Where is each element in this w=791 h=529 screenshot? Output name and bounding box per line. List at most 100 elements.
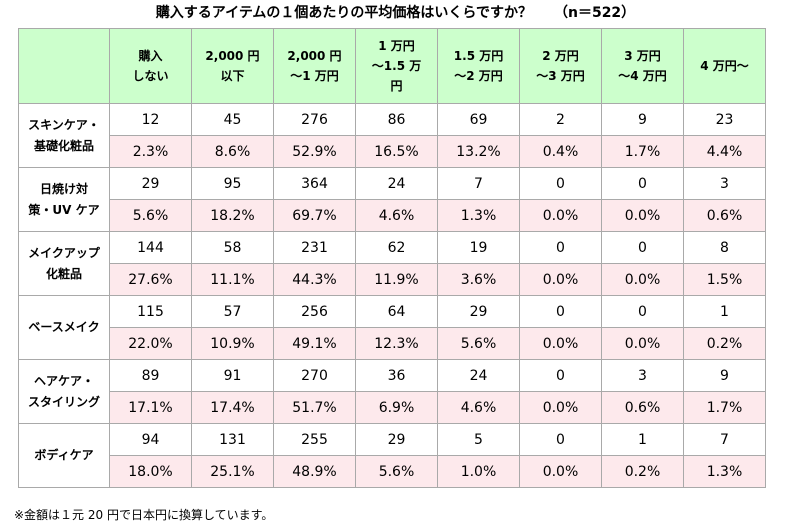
count-cell: 115	[109, 295, 192, 328]
count-cell: 0	[601, 167, 684, 200]
percent-cell: 3.6%	[437, 263, 520, 296]
count-cell: 144	[109, 231, 192, 264]
percent-cell: 0.0%	[601, 327, 684, 360]
label-line: ～2 万円	[454, 69, 503, 83]
count-cell: 7	[683, 423, 766, 456]
percent-cell: 0.0%	[519, 391, 602, 424]
label-line: ～1.5 万	[371, 59, 422, 73]
percent-cell: 0.2%	[683, 327, 766, 360]
count-cell: 9	[683, 359, 766, 392]
percent-cell: 2.3%	[109, 135, 192, 168]
count-cell: 5	[437, 423, 520, 456]
label-line: 日焼け対	[39, 181, 88, 196]
row-label: スキンケア・ 基礎化粧品	[18, 103, 110, 168]
label-line: しない	[132, 69, 169, 83]
label-line: スキンケア・	[28, 117, 100, 132]
percent-row: 18.0% 25.1% 48.9% 5.6% 1.0% 0.0% 0.2% 1.3%	[19, 455, 766, 488]
percent-cell: 51.7%	[273, 391, 356, 424]
chart-title: 購入するアイテムの１個あたりの平均価格はいくらですか？ （n＝522）	[0, 0, 791, 26]
count-cell: 131	[191, 423, 274, 456]
percent-row: 27.6% 11.1% 44.3% 11.9% 3.6% 0.0% 0.0% 1.5%	[19, 263, 766, 296]
count-cell: 9	[601, 103, 684, 136]
count-cell: 8	[683, 231, 766, 264]
count-cell: 86	[355, 103, 438, 136]
percent-row: 2.3% 8.6% 52.9% 16.5% 13.2% 0.4% 1.7% 4.4%	[19, 135, 766, 168]
column-header: 購入 しない	[109, 28, 192, 104]
title-text: 購入するアイテムの１個あたりの平均価格はいくらですか？	[155, 5, 532, 21]
percent-cell: 12.3%	[355, 327, 438, 360]
percent-cell: 5.6%	[109, 199, 192, 232]
percent-cell: 0.0%	[601, 199, 684, 232]
count-cell: 3	[601, 359, 684, 392]
count-cell: 0	[519, 359, 602, 392]
label-line: ボディケア	[34, 448, 94, 462]
percent-cell: 5.6%	[437, 327, 520, 360]
count-cell: 29	[109, 167, 192, 200]
table-body: スキンケア・ 基礎化粧品 12 45 276 86 69 2 9 23 2.3% 8.6% 52.9% 1…	[18, 103, 766, 488]
percent-cell: 69.7%	[273, 199, 356, 232]
column-header: 2,000 円 ～1 万円	[273, 28, 356, 104]
percent-cell: 1.7%	[601, 135, 684, 168]
column-header: 1 万円 ～1.5 万円	[355, 28, 438, 104]
label-line: 化粧品	[45, 266, 82, 281]
count-cell: 19	[437, 231, 520, 264]
count-cell: 58	[191, 231, 274, 264]
label-line: ～1 万円	[290, 69, 339, 83]
percent-cell: 1.3%	[683, 455, 766, 488]
count-cell: 64	[355, 295, 438, 328]
count-cell: 57	[191, 295, 274, 328]
count-cell: 29	[437, 295, 520, 328]
count-cell: 7	[437, 167, 520, 200]
corner-cell	[18, 28, 110, 104]
count-cell: 29	[355, 423, 438, 456]
percent-cell: 49.1%	[273, 327, 356, 360]
count-cell: 0	[601, 295, 684, 328]
count-cell: 276	[273, 103, 356, 136]
percent-cell: 11.1%	[191, 263, 274, 296]
column-header: 1.5 万円 ～2 万円	[437, 28, 520, 104]
label-line: 円	[390, 79, 403, 93]
count-cell: 2	[519, 103, 602, 136]
count-cell: 89	[109, 359, 192, 392]
percent-cell: 17.1%	[109, 391, 192, 424]
percent-cell: 1.5%	[683, 263, 766, 296]
label-line: ベースメイク	[28, 320, 100, 334]
count-cell: 0	[519, 231, 602, 264]
count-cell: 231	[273, 231, 356, 264]
percent-cell: 4.6%	[437, 391, 520, 424]
count-cell: 1	[683, 295, 766, 328]
count-cell: 270	[273, 359, 356, 392]
percent-cell: 0.0%	[519, 327, 602, 360]
percent-cell: 13.2%	[437, 135, 520, 168]
column-header: 2,000 円以下	[191, 28, 274, 104]
count-cell: 62	[355, 231, 438, 264]
percent-cell: 52.9%	[273, 135, 356, 168]
label-line: 購入	[138, 49, 163, 63]
label-line: 2,000 円	[205, 49, 260, 63]
label-line: ～4 万円	[618, 69, 667, 83]
percent-cell: 16.5%	[355, 135, 438, 168]
column-header: 2 万円 ～3 万円	[519, 28, 602, 104]
percent-cell: 0.0%	[519, 263, 602, 296]
column-header: 3 万円 ～4 万円	[601, 28, 684, 104]
label-line: 以下	[220, 69, 245, 83]
label-line: 1 万円	[378, 39, 415, 53]
label-line: 2,000 円	[287, 49, 342, 63]
percent-cell: 5.6%	[355, 455, 438, 488]
count-cell: 364	[273, 167, 356, 200]
count-row: 日焼け対 策・UV ケア 29 95 364 24 7 0 0 3	[18, 167, 766, 232]
count-row: メイクアップ 化粧品 144 58 231 62 19 0 0 8	[18, 231, 766, 296]
row-label: メイクアップ 化粧品	[18, 231, 110, 296]
count-cell: 23	[683, 103, 766, 136]
count-cell: 0	[519, 295, 602, 328]
label-line: 基礎化粧品	[33, 138, 94, 153]
count-cell: 24	[437, 359, 520, 392]
count-row: ベースメイク 115 57 256 64 29 0 0 1	[18, 295, 766, 360]
percent-row: 22.0% 10.9% 49.1% 12.3% 5.6% 0.0% 0.0% 0.2%	[19, 327, 766, 360]
percent-cell: 22.0%	[109, 327, 192, 360]
percent-cell: 44.3%	[273, 263, 356, 296]
percent-cell: 25.1%	[191, 455, 274, 488]
label-line: メイクアップ	[28, 245, 100, 260]
count-cell: 1	[601, 423, 684, 456]
percent-cell: 6.9%	[355, 391, 438, 424]
